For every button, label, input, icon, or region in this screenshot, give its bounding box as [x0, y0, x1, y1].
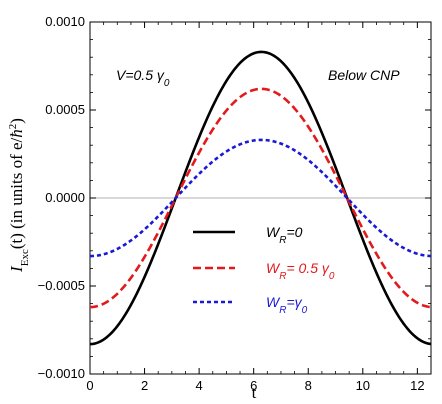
x-tick-label: 4 — [196, 378, 203, 393]
x-tick-label: 0 — [86, 378, 93, 393]
legend: WR=0 WR= 0.5 γ0 WR=γ0 — [193, 224, 335, 316]
y-tick-label: 0.0000 — [45, 190, 85, 205]
x-tick-label: 12 — [410, 378, 424, 393]
legend-label: WR=0 — [266, 224, 303, 246]
y-tick-label: 0.0010 — [45, 14, 85, 29]
annotation-regime: Below CNP — [328, 67, 400, 83]
series-line-2 — [90, 138, 431, 258]
y-tick-label: −0.0005 — [38, 278, 85, 293]
x-tick-label: 6 — [250, 378, 257, 393]
x-tick-label: 2 — [141, 378, 148, 393]
x-axis-title: t — [252, 383, 257, 402]
y-tick-label: 0.0005 — [45, 102, 85, 117]
annotation-voltage: V=0.5 γ0 — [116, 67, 170, 89]
series-line-0 — [90, 50, 431, 346]
ticks-layer: 0 2 4 6 8 10 12 −0.0010 −0.0005 0.0000 0.0005 0.001… — [38, 14, 431, 393]
legend-label: WR=γ0 — [266, 294, 308, 316]
y-tick-label: −0.0010 — [38, 366, 85, 381]
y-axis-title: IExc(t) (in units of e/ħ2) — [7, 118, 31, 273]
x-tick-label: 10 — [356, 378, 370, 393]
series-layer — [90, 50, 431, 346]
x-tick-label: 8 — [305, 378, 312, 393]
legend-label: WR= 0.5 γ0 — [266, 260, 335, 282]
